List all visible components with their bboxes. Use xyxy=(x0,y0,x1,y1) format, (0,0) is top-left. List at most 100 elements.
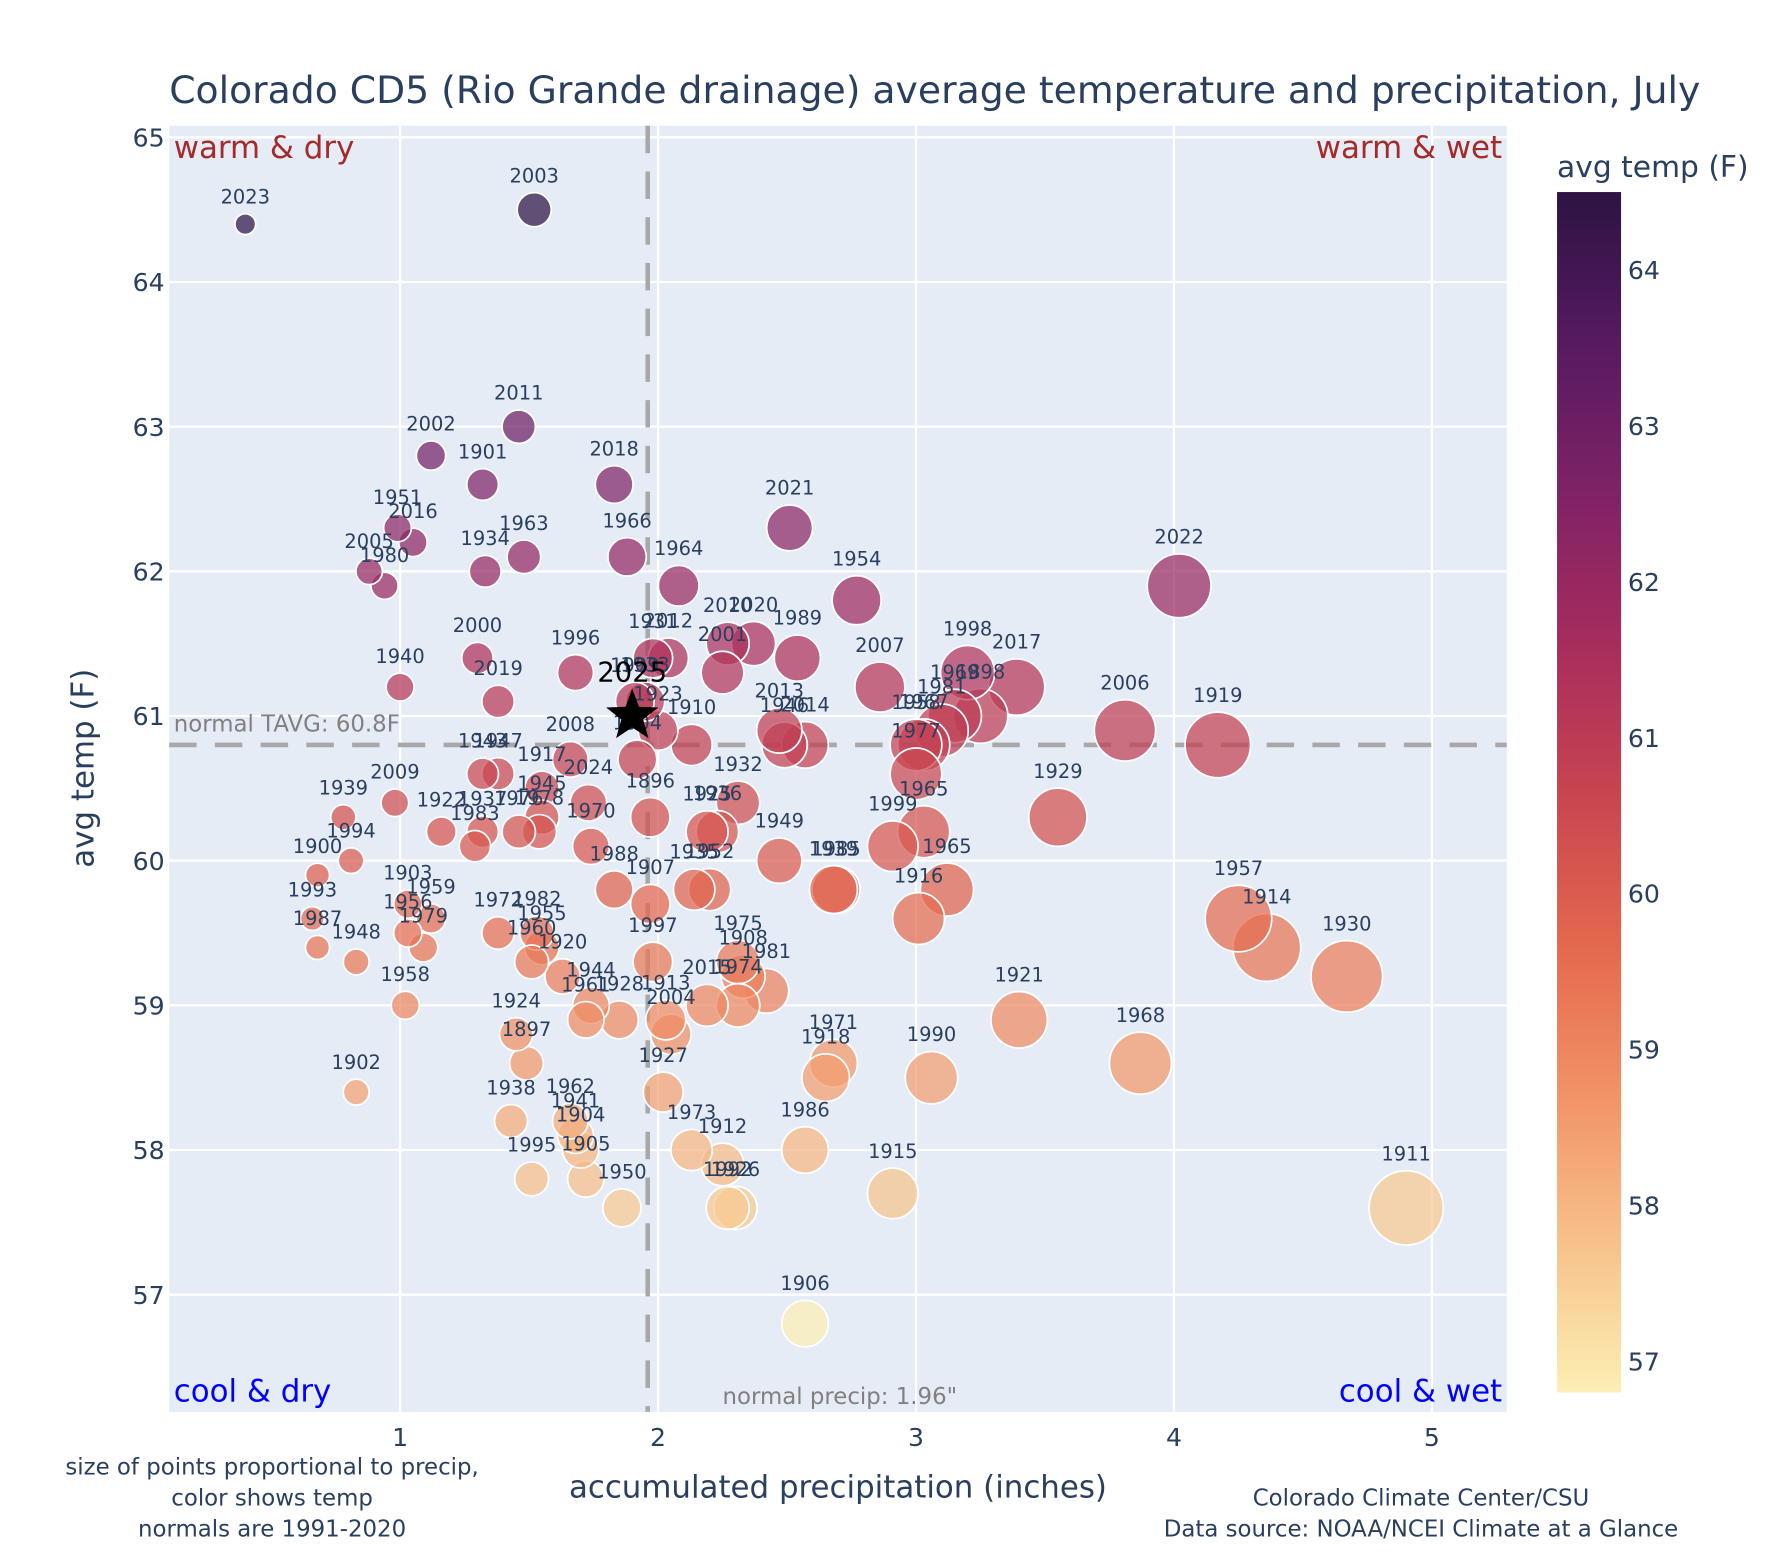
data-point[interactable] xyxy=(644,998,687,1041)
data-point[interactable] xyxy=(1108,1031,1173,1096)
point-label: 1990 xyxy=(907,1023,956,1046)
data-point[interactable] xyxy=(889,747,943,801)
data-point[interactable] xyxy=(755,837,803,885)
point-label: 1965 xyxy=(899,777,948,800)
data-point[interactable] xyxy=(657,564,700,608)
data-point[interactable] xyxy=(780,1299,830,1348)
point-label: 1989 xyxy=(773,607,822,630)
data-point[interactable] xyxy=(556,653,595,692)
data-point[interactable] xyxy=(385,672,415,702)
data-point[interactable] xyxy=(700,650,745,695)
data-point[interactable] xyxy=(629,796,671,838)
data-point[interactable] xyxy=(390,990,421,1021)
data-point[interactable] xyxy=(425,815,458,848)
data-point[interactable] xyxy=(342,1078,371,1106)
data-point[interactable] xyxy=(685,809,729,854)
data-point[interactable] xyxy=(234,212,257,236)
data-point[interactable] xyxy=(672,868,716,912)
data-point[interactable] xyxy=(501,814,537,850)
data-point[interactable] xyxy=(569,783,608,822)
data-point[interactable] xyxy=(465,757,500,791)
data-point[interactable] xyxy=(516,191,553,228)
data-point[interactable] xyxy=(1368,1169,1445,1246)
data-point[interactable] xyxy=(808,864,859,915)
data-point[interactable] xyxy=(458,829,492,863)
data-point[interactable] xyxy=(602,1187,642,1228)
data-point[interactable] xyxy=(506,539,542,575)
data-point[interactable] xyxy=(392,918,423,948)
data-point[interactable] xyxy=(501,409,537,445)
data-point[interactable] xyxy=(337,846,365,875)
data-point[interactable] xyxy=(382,513,413,543)
point-labels: 1911 1930 1914 1957 1919 2022 1968 2006 1929 1921… xyxy=(221,164,1431,1295)
data-point[interactable] xyxy=(891,891,946,946)
data-point[interactable] xyxy=(801,1053,851,1103)
data-point[interactable] xyxy=(566,1000,605,1039)
data-point[interactable] xyxy=(1310,939,1384,1014)
data-point[interactable] xyxy=(685,983,729,1028)
data-point[interactable] xyxy=(780,1125,830,1175)
data-point[interactable] xyxy=(755,706,803,755)
data-point[interactable] xyxy=(1146,553,1212,619)
data-point[interactable] xyxy=(1204,884,1273,953)
data-point[interactable] xyxy=(329,803,357,831)
data-point[interactable] xyxy=(629,883,671,925)
data-point[interactable] xyxy=(551,1102,590,1140)
data-point[interactable] xyxy=(990,990,1049,1049)
data-point[interactable] xyxy=(765,504,814,552)
data-point[interactable] xyxy=(493,1103,529,1139)
data-point[interactable] xyxy=(355,557,384,586)
star-marker-2025[interactable] xyxy=(606,688,659,739)
data-point[interactable] xyxy=(460,641,495,675)
x-tick-label: 1 xyxy=(392,1423,408,1452)
data-point[interactable] xyxy=(304,934,331,961)
data-point[interactable] xyxy=(551,740,590,779)
data-point[interactable] xyxy=(481,684,516,719)
data-point[interactable] xyxy=(831,574,882,626)
data-point[interactable] xyxy=(415,440,447,472)
data-point[interactable] xyxy=(342,948,371,976)
data-point[interactable] xyxy=(544,957,582,995)
data-point[interactable] xyxy=(415,903,447,935)
data-point[interactable] xyxy=(866,820,919,873)
data-point[interactable] xyxy=(594,464,634,505)
data-point[interactable] xyxy=(468,554,502,589)
point-label: 1906 xyxy=(780,1272,829,1295)
point-label: 1908 xyxy=(718,926,767,949)
point-label: 2014 xyxy=(780,693,829,716)
data-point[interactable] xyxy=(705,1185,751,1231)
data-point[interactable] xyxy=(1093,698,1157,762)
data-point[interactable] xyxy=(513,1161,550,1197)
data-point[interactable] xyxy=(1027,787,1088,848)
data-point[interactable] xyxy=(465,467,500,502)
data-point[interactable] xyxy=(632,637,674,679)
colorbar-tick-label: 62 xyxy=(1628,568,1660,597)
data-point[interactable] xyxy=(304,862,331,889)
data-point[interactable] xyxy=(904,1050,959,1105)
data-point[interactable] xyxy=(670,1128,714,1172)
data-point[interactable] xyxy=(299,905,326,932)
data-point[interactable] xyxy=(632,941,674,983)
point-label: 1961 xyxy=(561,973,610,996)
point-label: 1947 xyxy=(473,729,522,752)
data-point[interactable] xyxy=(1184,711,1252,779)
chart-title: Colorado CD5 (Rio Grande drainage) avera… xyxy=(169,68,1700,112)
colorbar-tick-label: 64 xyxy=(1628,256,1660,285)
data-point[interactable] xyxy=(617,739,658,780)
data-point[interactable] xyxy=(854,661,906,713)
data-point[interactable] xyxy=(866,1167,919,1220)
point-label: 1937 xyxy=(458,788,507,811)
data-point[interactable] xyxy=(594,869,634,910)
data-point[interactable] xyxy=(607,536,648,577)
x-tick-label: 2 xyxy=(650,1423,666,1452)
data-point[interactable] xyxy=(380,788,410,818)
data-point[interactable] xyxy=(642,1071,685,1114)
point-label: 1994 xyxy=(326,820,375,843)
point-label: 1900 xyxy=(293,835,342,858)
data-point[interactable] xyxy=(571,826,611,866)
data-point[interactable] xyxy=(513,944,550,980)
data-point[interactable] xyxy=(498,1016,534,1052)
data-point[interactable] xyxy=(481,915,516,951)
point-label: 2012 xyxy=(644,610,693,633)
data-point[interactable] xyxy=(773,634,822,683)
